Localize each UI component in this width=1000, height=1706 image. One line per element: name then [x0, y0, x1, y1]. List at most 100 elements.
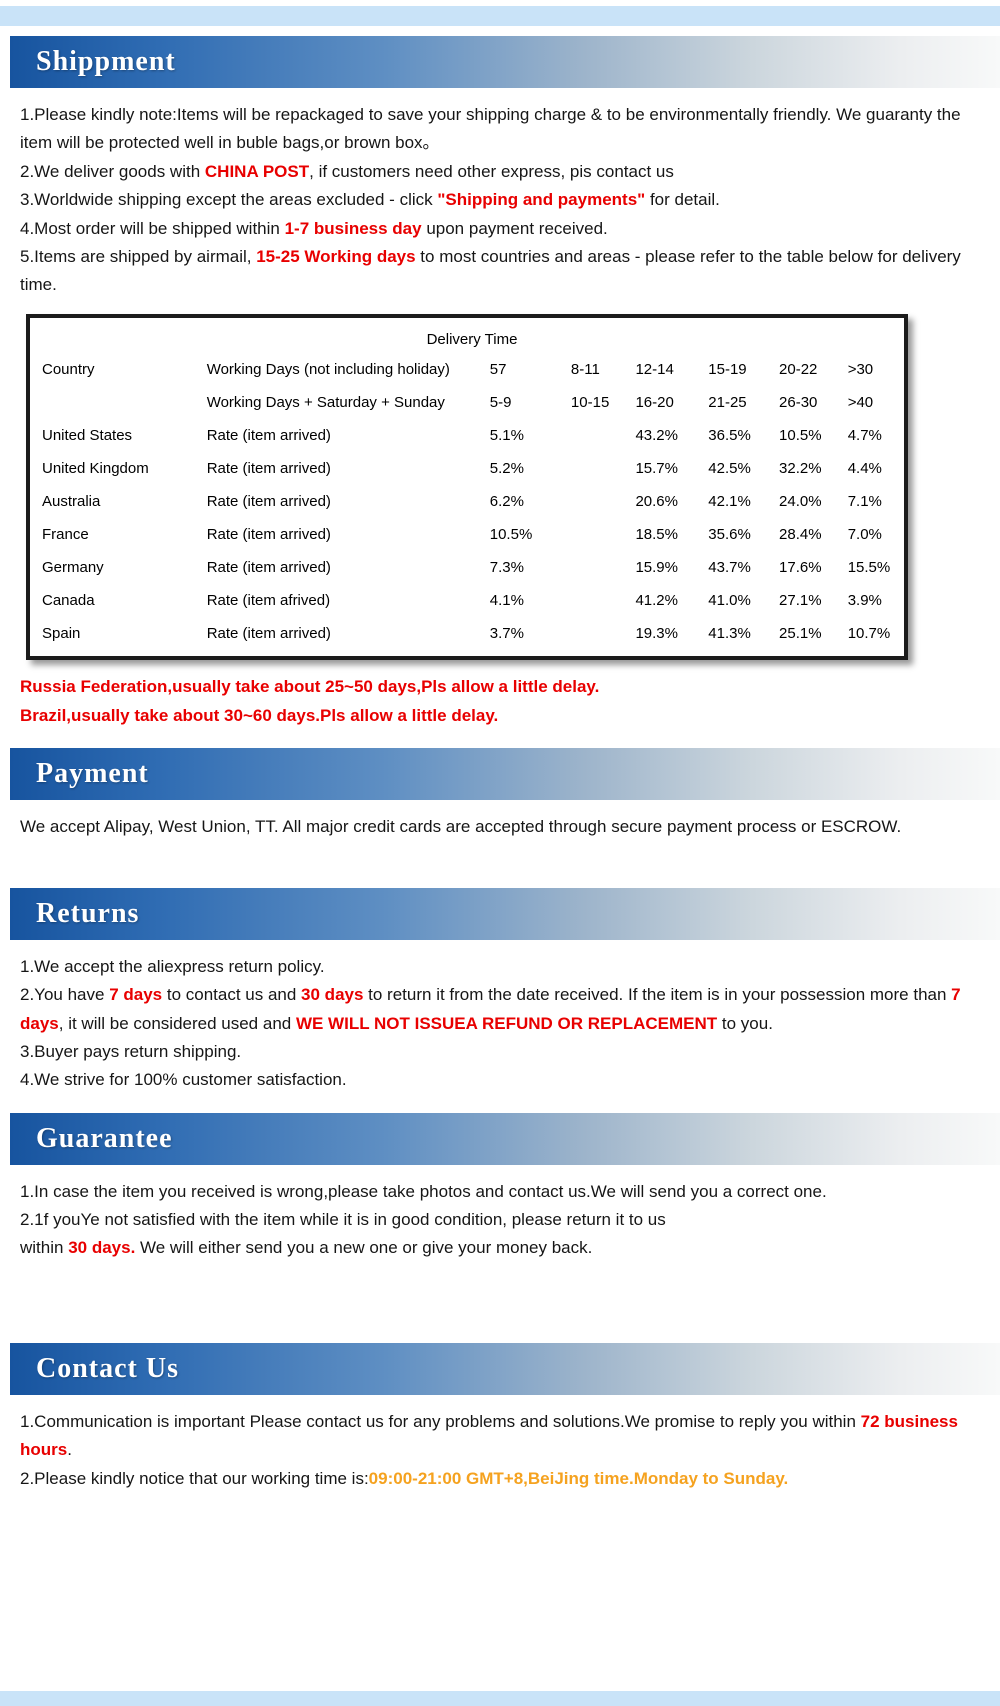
contact-body: 1.Communication is important Please cont… [0, 1395, 1000, 1493]
paragraph: 3.Worldwide shipping except the areas ex… [20, 186, 974, 214]
top-strip [0, 6, 1000, 26]
table-cell: 15-19 [708, 360, 747, 378]
text-segment: to most countries and areas - please ref… [20, 246, 961, 295]
table-cell: 4.1% [489, 591, 524, 609]
note-line: Brazil,usually take about 30~60 days.Pls… [20, 705, 499, 725]
paragraph: 4.Most order will be shipped within 1-7 … [20, 215, 974, 243]
table-cell: 5.2% [489, 459, 524, 477]
text-segment: 1.Please kindly note:Items will be repac… [20, 105, 961, 153]
table-cell: Spain [42, 624, 81, 642]
paragraph: 3.Buyer pays return shipping. [20, 1038, 974, 1066]
table-cell: 43.7% [708, 558, 751, 576]
table-row: Germany Rate (item arrived) 7.3% 15.9% 43.7%… [32, 551, 902, 584]
table-cell [568, 452, 633, 485]
table-cell: 10.5% [779, 426, 822, 444]
paragraph: 2.You have 7 days to contact us and 30 d… [20, 981, 974, 1038]
table-cell: 18.5% [635, 525, 678, 543]
text-segment: 4.Most order will be shipped within [20, 218, 285, 238]
text-segment: , it will be considered used and [58, 1013, 296, 1033]
text-segment: within [20, 1238, 69, 1258]
emphasis-red: 7 days [20, 985, 961, 1033]
text-segment: 2.1f youYe not satisfied with the item w… [20, 1210, 666, 1230]
table-cell: Country [42, 360, 95, 378]
text-segment: 4.We strive for 100% customer satisfacti… [20, 1070, 347, 1090]
section-title-shippment: Shippment [36, 46, 176, 77]
table-cell [568, 551, 633, 584]
table-cell: 10.5% [489, 525, 533, 543]
note-line: Russia Federation,usually take about 25~… [20, 676, 600, 696]
emphasis-red: WE WILL NOT ISSUEA REFUND OR REPLACEMENT [295, 1013, 718, 1033]
table-row: United States Rate (item arrived) 5.1% 43.2… [32, 419, 902, 452]
table-cell: 7.3% [489, 558, 524, 576]
section-title-contact: Contact Us [36, 1352, 179, 1384]
table-row: Spain Rate (item arrived) 3.7% 19.3% 41.3% 25… [32, 617, 902, 650]
table-cell: 20.6% [635, 492, 678, 510]
table-cell: United Kingdom [42, 459, 149, 477]
table-cell: Rate (item arrived) [206, 558, 331, 576]
table-cell: Rate (item arrived) [206, 525, 331, 543]
table-cell: 21-25 [708, 393, 747, 411]
table-cell: 41.0% [708, 591, 751, 609]
table-cell: 42.5% [708, 459, 751, 477]
text-segment: 1.In case the item you received is wrong… [20, 1181, 827, 1201]
emphasis-red: 1-7 business day [284, 218, 422, 238]
table-cell: 15.9% [635, 558, 678, 576]
table-cell: 5-9 [489, 393, 512, 411]
table-cell: Rate (item arrived) [206, 459, 331, 477]
table-cell [568, 419, 633, 452]
table-cell: 8-11 [570, 360, 600, 378]
text-segment: to you. [717, 1013, 773, 1033]
section-header-returns: Returns [10, 887, 1000, 940]
emphasis-red: "Shipping and payments" [437, 190, 646, 210]
table-cell: 41.3% [708, 624, 751, 642]
table-cell: >30 [847, 360, 874, 378]
table-cell: 12-14 [635, 360, 674, 378]
table-cell: 10.7% [847, 624, 891, 642]
table-cell [568, 584, 633, 617]
table-cell: 3.9% [847, 591, 882, 609]
table-cell: 43.2% [635, 426, 678, 444]
table-cell: 17.6% [779, 558, 822, 576]
table-cell: 3.7% [489, 624, 524, 642]
table-cell: 4.7% [847, 426, 882, 444]
table-cell: 35.6% [708, 525, 751, 543]
delivery-table-frame: Delivery Time Country Working Days (not in… [26, 313, 908, 660]
paragraph: 1.In case the item you received is wrong… [20, 1178, 974, 1206]
table-cell: Germany [42, 558, 104, 576]
table-cell: 15.7% [635, 459, 678, 477]
table-cell: 6.2% [489, 492, 524, 510]
table-cell: 5.1% [489, 426, 524, 444]
section-title-payment: Payment [36, 758, 149, 790]
bottom-strip [0, 1691, 1000, 1706]
table-cell [568, 518, 633, 551]
table-cell: 25.1% [779, 624, 822, 642]
table-cell: 27.1% [779, 591, 822, 609]
table-cell: 32.2% [779, 459, 822, 477]
text-segment: for detail. [645, 190, 720, 210]
paragraph: 5.Items are shipped by airmail, 15-25 Wo… [20, 243, 974, 300]
table-cell: 7.0% [847, 525, 882, 543]
paragraph: 4.We strive for 100% customer satisfacti… [20, 1066, 974, 1094]
emphasis-orange: 09:00-21:00 GMT+8,BeiJing time.Monday to… [368, 1468, 789, 1488]
paragraph: 1.We accept the aliexpress return policy… [20, 953, 974, 981]
section-header-payment: Payment [10, 748, 1000, 801]
table-cell: Working Days (not including holiday) [206, 360, 450, 378]
emphasis-red: 30 days. [68, 1238, 136, 1258]
paragraph: We accept Alipay, West Union, TT. All ma… [20, 813, 974, 841]
table-cell: 19.3% [635, 624, 678, 642]
paragraph: 1.Please kindly note:Items will be repac… [20, 101, 974, 158]
delivery-notes: Russia Federation,usually take about 25~… [0, 660, 1000, 731]
table-cell [32, 386, 204, 419]
table-cell: 20-22 [779, 360, 818, 378]
table-cell: United States [42, 426, 133, 444]
table-title: Delivery Time [426, 330, 518, 348]
table-row: France Rate (item arrived) 10.5% 18.5% 35.6%… [32, 518, 902, 551]
table-cell: 57 [489, 360, 507, 378]
table-cell: 7.1% [847, 492, 882, 510]
table-row: Country Working Days (not including holid… [32, 353, 902, 386]
delivery-time-table: Delivery Time Country Working Days (not in… [32, 322, 902, 650]
page: { "page": { "colors": { "strip_blue": "#… [0, 6, 1000, 1706]
section-title-returns: Returns [36, 897, 140, 929]
text-segment: 3.Worldwide shipping except the areas ex… [20, 190, 438, 210]
emphasis-red: 30 days [301, 985, 364, 1005]
